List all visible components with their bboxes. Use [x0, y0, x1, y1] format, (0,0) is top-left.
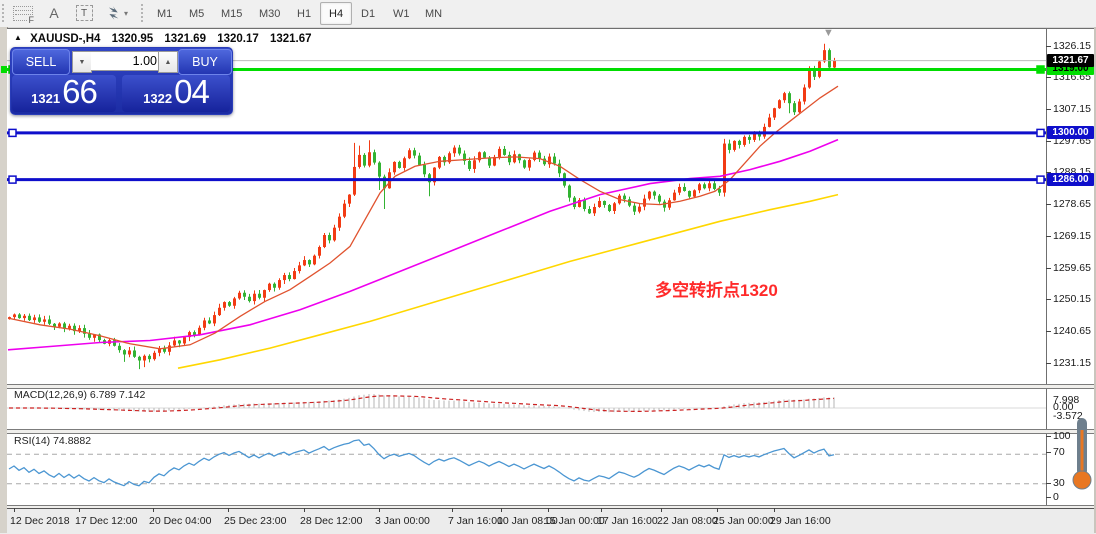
volume-input[interactable] — [91, 51, 165, 71]
ma-slow-line — [177, 193, 839, 369]
macd-rsi-splitter[interactable] — [7, 429, 1094, 434]
time-tick — [14, 508, 15, 512]
toolbar: F A T ▾ M1 M5 M15 M30 H1 H4 D1 W1 MN — [0, 0, 1096, 28]
toolbar-separator — [141, 4, 146, 22]
macd-indicator-chart[interactable] — [7, 387, 1046, 429]
time-tick — [717, 508, 718, 512]
sell-price-small: 1321 — [31, 91, 61, 106]
hline-left-anchor — [1, 66, 7, 73]
macd-signal-line — [9, 395, 835, 412]
time-label: 10 Jan 08:00 — [497, 515, 558, 527]
time-label: 12 Dec 2018 — [10, 515, 70, 527]
chart-text-annotation[interactable]: 多空转折点1320 — [655, 281, 778, 300]
macd-label: MACD(12,26,9) 6.789 7.142 — [14, 389, 146, 401]
ma-fast-line — [7, 85, 839, 350]
time-tick — [79, 508, 80, 512]
arrows-dropdown-icon[interactable]: ▾ — [100, 3, 134, 23]
hline-handle — [8, 128, 17, 138]
time-label: 20 Dec 04:00 — [149, 515, 212, 527]
time-label: 17 Dec 12:00 — [75, 515, 138, 527]
chart-shift-marker-icon[interactable]: ▼ — [823, 27, 834, 39]
close-value: 1321.67 — [269, 33, 312, 45]
time-tick — [661, 508, 662, 512]
tf-button-H4[interactable]: H4 — [320, 2, 353, 25]
time-tick — [379, 508, 380, 512]
volume-decrease-button[interactable]: ▼ — [72, 51, 92, 73]
time-tick — [228, 508, 229, 512]
collapse-trade-panel-icon[interactable]: ▲ — [14, 33, 22, 42]
main-macd-splitter[interactable] — [7, 384, 1094, 389]
hline-handle — [1036, 175, 1045, 184]
tf-button-D1[interactable]: D1 — [361, 7, 376, 20]
time-tick — [548, 508, 549, 512]
hline-handle — [8, 175, 17, 184]
time-axis[interactable]: 12 Dec 2018 17 Dec 12:00 20 Dec 04:00 25 De… — [7, 508, 1094, 534]
buy-price-big: 04 — [174, 73, 210, 110]
tf-button-M15[interactable]: M15 — [221, 7, 243, 20]
volume-increase-button[interactable]: ▲ — [158, 51, 178, 73]
text-box-icon[interactable]: T — [72, 3, 96, 23]
time-label: 25 Jan 00:00 — [713, 515, 774, 527]
time-tick — [774, 508, 775, 512]
hline-handle — [1036, 128, 1045, 138]
symbol-period-label: XAUUSD-,H4 — [30, 33, 101, 45]
time-label: 22 Jan 08:00 — [657, 515, 718, 527]
buy-button[interactable]: BUY — [178, 49, 232, 75]
window-right-border — [1094, 27, 1096, 533]
time-label: 15 Jan 00:00 — [544, 515, 605, 527]
time-label: 28 Dec 12:00 — [300, 515, 363, 527]
rsi-indicator-chart[interactable] — [7, 432, 1046, 506]
time-tick — [304, 508, 305, 512]
one-click-trading-panel: SELL ▼ ▲ BUY 1321 66 1322 04 — [10, 47, 233, 115]
rsi-line — [8, 439, 835, 487]
time-label: 7 Jan 16:00 — [448, 515, 503, 527]
tf-button-W1[interactable]: W1 — [393, 7, 410, 20]
chart-title: ▲ XAUUSD-,H4 1320.95 1321.69 1320.17 132… — [14, 33, 312, 45]
text-a-icon[interactable]: A — [49, 5, 59, 21]
ma-mid-line — [7, 138, 839, 351]
high-value: 1321.69 — [164, 33, 206, 45]
buy-price-small: 1322 — [143, 91, 173, 106]
sell-price-big: 66 — [62, 73, 98, 110]
time-label: 3 Jan 00:00 — [375, 515, 430, 527]
toolbar-drag-handle[interactable] — [2, 4, 7, 22]
price-axis-line — [1046, 28, 1047, 508]
low-value: 1320.17 — [217, 33, 259, 45]
tf-button-M5[interactable]: M5 — [189, 7, 205, 20]
tf-button-H1[interactable]: H1 — [297, 7, 312, 20]
time-tick — [452, 508, 453, 512]
time-label: 29 Jan 16:00 — [770, 515, 831, 527]
tf-button-M1[interactable]: M1 — [157, 7, 173, 20]
time-label: 25 Dec 23:00 — [224, 515, 287, 527]
sell-button[interactable]: SELL — [12, 49, 70, 75]
tf-button-M30[interactable]: M30 — [259, 7, 281, 20]
open-value: 1320.95 — [111, 33, 154, 45]
time-tick — [501, 508, 502, 512]
time-label: 17 Jan 16:00 — [597, 515, 658, 527]
tf-button-MN[interactable]: MN — [425, 7, 443, 20]
hline-handle — [1036, 65, 1045, 74]
time-tick — [601, 508, 602, 512]
time-tick — [153, 508, 154, 512]
thermometer-icon — [1072, 418, 1092, 490]
grid-f-icon[interactable]: F — [10, 3, 36, 25]
buy-price-display[interactable]: 1322 04 — [122, 75, 230, 112]
rsi-label: RSI(14) 74.8882 — [14, 435, 92, 447]
sell-price-display[interactable]: 1321 66 — [12, 75, 116, 112]
